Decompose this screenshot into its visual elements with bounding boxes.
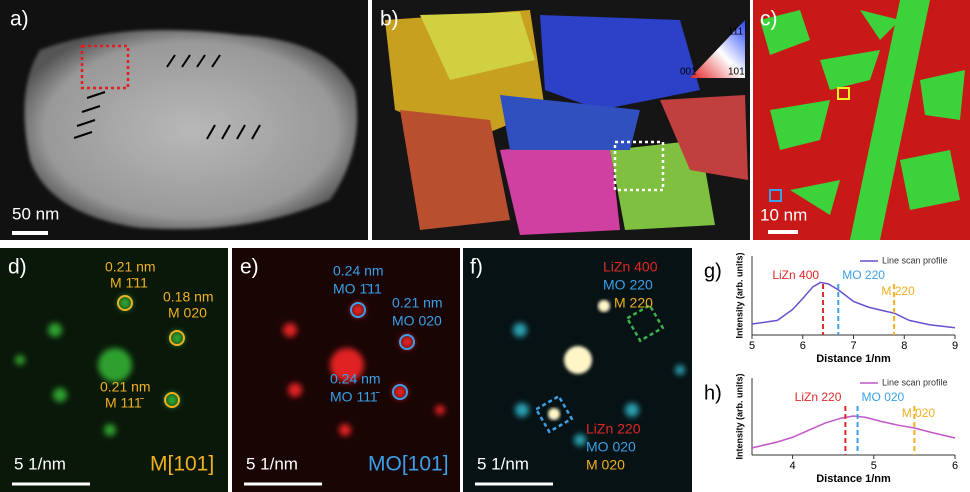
x-tick-label: 5 — [871, 460, 877, 472]
panel-label: c) — [760, 8, 778, 31]
panel-c: c) 10 nm — [753, 0, 970, 240]
series-line — [751, 281, 956, 329]
marker-label: MO 020 — [862, 390, 905, 404]
annotation: MO 1̄11 — [333, 281, 382, 297]
panel-label: e) — [240, 256, 259, 279]
series-line — [751, 415, 956, 449]
marker-label: MO 220 — [842, 268, 885, 282]
y-axis-label: Intensity (arb. units) — [734, 373, 744, 459]
zone-axis: MO[101] — [368, 453, 449, 476]
zone-axis: M[101] — [150, 453, 214, 476]
marker-label: M 020 — [902, 406, 936, 420]
x-tick-label: 6 — [952, 460, 958, 472]
annotation: MO 020 — [586, 439, 636, 455]
annotation: 0.18 nm — [163, 289, 214, 305]
annotation: 0.21 nm — [105, 259, 156, 275]
scale-bar-label: 5 1/nm — [246, 454, 298, 473]
annotation: 0.24 nm — [330, 371, 381, 387]
scale-bar-label: 5 1/nm — [477, 454, 529, 473]
annotation: MO 220 — [603, 277, 653, 293]
panel-a: a) 50 nm — [0, 0, 368, 240]
x-axis-label: Distance 1/nm — [816, 353, 891, 365]
annotation: M 020 — [586, 457, 625, 473]
annotation: 0.21 nm — [100, 379, 151, 395]
annotation: M 020 — [168, 305, 207, 321]
panel-label: d) — [8, 256, 27, 279]
panel-f: f) LiZn 400 MO 220 M 220 LiZn 220 MO 020… — [463, 248, 692, 492]
panel-b: b) 111 001 101 — [372, 0, 750, 240]
annotation: MO 111̄ — [330, 389, 380, 405]
legend-label: Line scan profile — [882, 377, 948, 387]
marker-label: LiZn 220 — [795, 390, 842, 404]
annotation: M 1̄11 — [110, 275, 148, 291]
x-axis-label: Distance 1/nm — [816, 473, 891, 485]
annotation: 0.24 nm — [333, 263, 384, 279]
annotation: M 220 — [614, 295, 653, 311]
panel-label: h) — [704, 382, 722, 404]
annotation: MO 020 — [392, 313, 442, 329]
x-tick-label: 7 — [850, 340, 856, 352]
panel-label: f) — [470, 256, 483, 279]
key-label: 101 — [728, 67, 745, 78]
scale-bar-label: 5 1/nm — [14, 454, 66, 473]
annotation: LiZn 400 — [603, 259, 658, 275]
annotation: M 111̄ — [105, 395, 144, 411]
scale-bar-label: 10 nm — [760, 205, 807, 224]
legend-label: Line scan profile — [882, 255, 948, 265]
key-label: 111 — [728, 27, 744, 38]
panel-label: a) — [10, 8, 29, 31]
x-tick-label: 9 — [952, 340, 958, 352]
annotation: LiZn 220 — [586, 421, 641, 437]
annotation: 0.21 nm — [392, 295, 443, 311]
marker-label: LiZn 400 — [772, 268, 819, 282]
x-tick-label: 4 — [790, 460, 796, 472]
key-label: 001 — [680, 67, 697, 78]
panel-label: g) — [704, 260, 722, 282]
panel-e: e) 0.24 nm MO 1̄11 0.21 nm MO 020 0.24 n… — [232, 248, 460, 492]
marker-label: M 220 — [881, 284, 915, 298]
panel-label: b) — [380, 8, 399, 31]
y-axis-label: Intensity (arb. units) — [734, 252, 744, 338]
panel-d: d) 0.21 nm M 1̄11 0.18 nm M 020 0.21 nm … — [0, 248, 228, 492]
x-tick-label: 5 — [749, 340, 755, 352]
x-tick-label: 8 — [901, 340, 907, 352]
x-tick-label: 6 — [800, 340, 806, 352]
scale-bar-label: 50 nm — [12, 204, 59, 223]
